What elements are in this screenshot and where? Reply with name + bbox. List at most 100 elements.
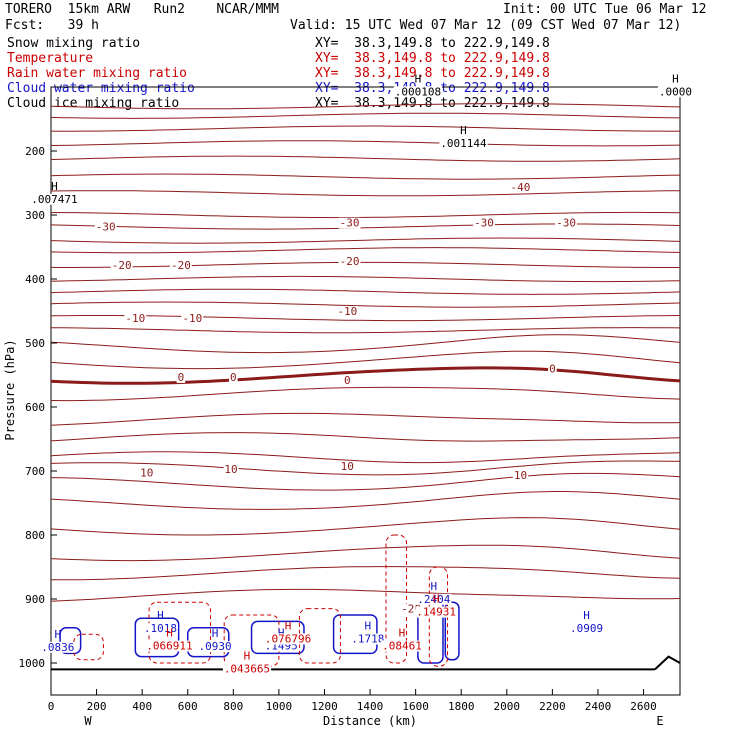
isotherm-label-bg — [223, 464, 239, 476]
isotherm-line — [50, 173, 681, 180]
isotherm-line — [50, 315, 681, 322]
isotherm-line — [50, 491, 681, 510]
isotherm-line — [50, 412, 681, 426]
high-marker: H — [364, 619, 371, 632]
isotherm-label: -20 — [112, 259, 132, 272]
isotherm-line — [50, 432, 681, 442]
high-value-label: .0930 — [199, 640, 232, 653]
field-snow-label: Snow mixing ratio — [7, 36, 141, 51]
high-value-label-bg — [263, 633, 313, 645]
field-temperature-label: Temperature — [7, 51, 94, 66]
isotherm-label-bg — [338, 217, 361, 229]
high-value-label: .0909 — [570, 622, 603, 635]
field-cloudwater-label: Cloud water mixing ratio — [7, 81, 195, 96]
high-value-label: .000108 — [395, 85, 441, 98]
isotherm-label: -20 — [340, 255, 360, 268]
y-tick-label: 700 — [25, 465, 45, 478]
high-value-label-bg — [415, 606, 457, 618]
field-cloudwater-xy: XY= 38.3,149.8 to 222.9,149.8 — [315, 81, 550, 96]
isotherm-label: 0 — [344, 374, 351, 387]
high-value-label: .0836 — [41, 641, 74, 654]
isotherm-label-bg — [512, 469, 529, 481]
high-marker: H — [51, 180, 58, 193]
y-tick-label: 400 — [25, 273, 45, 286]
isotherm-line — [50, 237, 681, 244]
isotherm-label-bg — [170, 259, 192, 271]
y-tick-label: 900 — [25, 593, 45, 606]
isotherm-label-bg — [176, 371, 186, 383]
high-value-label: .066911 — [146, 640, 192, 653]
y-tick-label: 1000 — [19, 657, 46, 670]
isotherm-label-bg — [110, 259, 133, 271]
x-tick-label: 600 — [178, 700, 198, 713]
rain-contour — [148, 601, 212, 664]
high-marker: H — [212, 627, 219, 640]
forecast-hour: Fcst: 39 h — [5, 18, 99, 33]
high-value-label-bg — [381, 640, 423, 652]
isotherm-label: -20 — [171, 259, 191, 272]
cloud-water-contour — [59, 627, 82, 655]
high-marker: H — [278, 627, 285, 640]
y-axis-label: Pressure (hPa) — [3, 339, 17, 440]
model-title: TORERO 15km ARW Run2 NCAR/MMM — [5, 2, 279, 17]
x-tick-label: 400 — [132, 700, 152, 713]
isotherm-line — [50, 103, 681, 110]
high-marker: H — [55, 628, 62, 641]
isotherm-label: 0 — [178, 371, 185, 384]
isotherm-label-bg — [548, 363, 557, 375]
isotherm-label: 10 — [341, 460, 354, 473]
isotherm-line — [50, 112, 681, 119]
field-temperature-xy: XY= 38.3,149.8 to 222.9,149.8 — [315, 51, 550, 66]
high-value-label-bg — [30, 193, 79, 205]
isotherm-line — [50, 125, 681, 132]
init-time: Init: 00 UTC Tue 06 Mar 12 — [503, 2, 707, 17]
isotherm-label-bg — [124, 313, 147, 325]
high-value-label-bg — [263, 640, 299, 652]
x-tick-label: 1600 — [402, 700, 429, 713]
x-tick-label: 2600 — [630, 700, 657, 713]
x-tick-label: 1400 — [357, 700, 384, 713]
x-tick-label: 1000 — [266, 700, 293, 713]
x-tick-label: 200 — [87, 700, 107, 713]
isotherm-line — [50, 155, 681, 162]
isotherm-label-bg — [509, 181, 532, 193]
high-value-label: .14931 — [416, 606, 456, 619]
high-value-label-bg — [222, 663, 272, 675]
high-value-label-bg — [657, 86, 693, 98]
isotherm-label: 10 — [224, 463, 237, 476]
high-value-label-bg — [142, 623, 178, 635]
isotherm-label: 0 — [230, 371, 237, 384]
isotherm-label-bg — [338, 256, 361, 268]
high-marker: H — [672, 72, 679, 85]
isotherm-line — [50, 140, 681, 147]
isotherm-line — [50, 301, 681, 308]
y-tick-label: 300 — [25, 209, 45, 222]
isotherm-label-bg — [555, 217, 577, 229]
high-value-label-bg — [439, 138, 488, 150]
x-tick-label: 2400 — [585, 700, 612, 713]
isotherm-label: 10 — [140, 466, 153, 479]
isotherm-line — [50, 544, 681, 562]
isotherm-line — [51, 566, 681, 581]
terrain-line — [654, 655, 681, 671]
isotherm-label: -10 — [125, 312, 145, 325]
valid-time: Valid: 15 UTC Wed 07 Mar 12 (09 CST Wed … — [290, 18, 682, 33]
high-value-label: .2404 — [417, 593, 450, 606]
high-value-label: .1718 — [351, 632, 384, 645]
isotherm-line — [50, 588, 681, 602]
isotherm-label: -30 — [556, 217, 576, 230]
isotherm-label-bg — [336, 306, 359, 317]
isotherm-line — [50, 247, 681, 254]
rain-contour — [73, 633, 104, 661]
isotherm-line — [50, 451, 681, 464]
plot-frame — [50, 86, 681, 696]
isotherm-line — [50, 460, 681, 476]
isotherm-line — [50, 350, 681, 370]
field-cloudice-label: Cloud ice mixing ratio — [7, 96, 180, 111]
cloud-water-contour — [134, 617, 180, 658]
x-tick-label: 2000 — [494, 700, 521, 713]
isotherm-label: -10 — [182, 312, 202, 325]
x-tick-label: 800 — [223, 700, 243, 713]
high-value-label-bg — [350, 633, 386, 645]
x-tick-label: 2200 — [539, 700, 566, 713]
